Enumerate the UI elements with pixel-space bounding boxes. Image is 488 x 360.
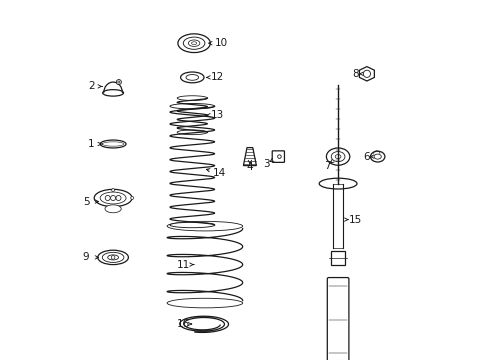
Text: 3: 3 — [262, 159, 269, 169]
Ellipse shape — [167, 298, 242, 308]
Ellipse shape — [167, 221, 242, 231]
Text: 5: 5 — [82, 197, 89, 207]
Text: 15: 15 — [348, 215, 361, 225]
Ellipse shape — [191, 42, 196, 45]
Circle shape — [363, 70, 370, 77]
Text: 11: 11 — [176, 260, 189, 270]
FancyBboxPatch shape — [326, 278, 348, 360]
Ellipse shape — [188, 40, 200, 46]
Text: 10: 10 — [214, 38, 227, 48]
Ellipse shape — [170, 222, 214, 228]
FancyBboxPatch shape — [272, 151, 284, 162]
Text: 12: 12 — [210, 72, 224, 82]
Text: 8: 8 — [351, 69, 358, 79]
Circle shape — [130, 197, 133, 199]
Ellipse shape — [183, 37, 204, 49]
Circle shape — [116, 80, 121, 85]
Ellipse shape — [325, 148, 349, 165]
Ellipse shape — [94, 189, 132, 207]
Ellipse shape — [100, 140, 126, 148]
Ellipse shape — [102, 90, 123, 96]
Circle shape — [105, 195, 110, 201]
Ellipse shape — [319, 178, 356, 189]
Circle shape — [111, 189, 114, 192]
Ellipse shape — [373, 154, 381, 159]
Text: 16: 16 — [176, 319, 189, 329]
Ellipse shape — [177, 96, 207, 100]
Text: 6: 6 — [363, 152, 369, 162]
Text: 9: 9 — [82, 252, 89, 262]
Ellipse shape — [180, 72, 203, 83]
Circle shape — [110, 195, 115, 201]
Text: 7: 7 — [324, 161, 330, 171]
Ellipse shape — [177, 130, 207, 135]
Text: 1: 1 — [88, 139, 95, 149]
Ellipse shape — [335, 155, 340, 159]
Ellipse shape — [170, 104, 214, 109]
Ellipse shape — [370, 151, 384, 162]
Ellipse shape — [107, 255, 118, 260]
Ellipse shape — [100, 192, 126, 204]
Circle shape — [116, 195, 121, 201]
Circle shape — [277, 155, 281, 158]
Ellipse shape — [330, 152, 344, 162]
Text: 2: 2 — [88, 81, 95, 91]
Circle shape — [111, 256, 115, 259]
Text: 4: 4 — [246, 162, 253, 172]
Circle shape — [118, 81, 120, 83]
Ellipse shape — [102, 252, 123, 262]
Text: 13: 13 — [210, 110, 224, 120]
Text: 14: 14 — [212, 168, 225, 178]
Ellipse shape — [185, 75, 198, 80]
Ellipse shape — [98, 250, 128, 265]
Polygon shape — [243, 148, 256, 166]
FancyBboxPatch shape — [330, 251, 345, 265]
Ellipse shape — [105, 205, 121, 213]
Polygon shape — [359, 67, 374, 81]
Ellipse shape — [178, 34, 210, 53]
